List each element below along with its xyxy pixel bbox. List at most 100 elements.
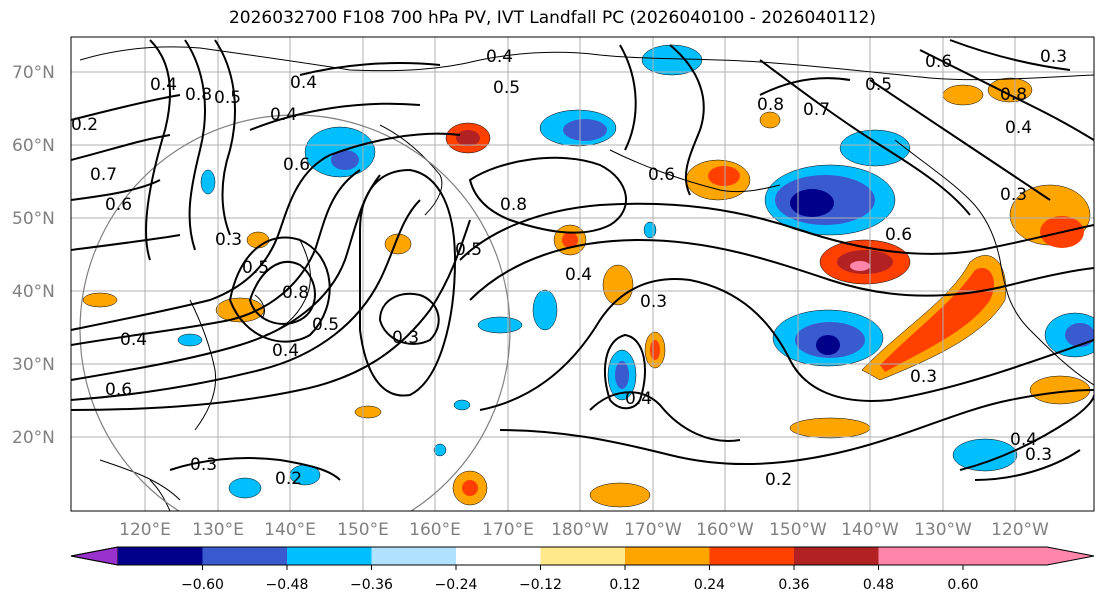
contour-label: 0.6	[648, 165, 675, 185]
colorbar-segment	[540, 547, 625, 565]
lon-label: 130°E	[192, 520, 244, 540]
contour-label: 0.6	[885, 225, 912, 245]
positive-shade	[942, 84, 984, 106]
negative-shade	[839, 129, 911, 167]
positive-shade	[462, 480, 478, 496]
contour-label: 0.4	[120, 330, 147, 350]
contour-label: 0.4	[1005, 118, 1032, 138]
negative-shade	[563, 119, 607, 141]
positive-shade	[850, 261, 870, 271]
colorbar-tick-label: 0.48	[863, 577, 894, 593]
colorbar-segment	[118, 547, 203, 565]
pv-contours	[71, 39, 1094, 481]
colorbar-tick-label: −0.12	[519, 577, 562, 593]
contour-label: 0.5	[214, 88, 241, 108]
negative-shade	[453, 399, 471, 411]
contour-label: 0.5	[493, 78, 520, 98]
contour-label: 0.8	[185, 85, 212, 105]
contour-label: 0.4	[270, 105, 297, 125]
contour-label: 0.3	[215, 230, 242, 250]
negative-shade	[952, 438, 1018, 472]
contour-label: 0.3	[1000, 185, 1027, 205]
contour-label: 0.7	[90, 165, 117, 185]
contour-label: 0.5	[312, 315, 339, 335]
negative-shade	[433, 443, 447, 457]
colorbar-tick-label: 0.12	[609, 577, 640, 593]
colorbar-segment	[625, 547, 710, 565]
contour-label: 0.5	[242, 258, 269, 278]
coastlines	[79, 46, 1094, 511]
lat-label-70n: 70°N	[12, 63, 55, 83]
colorbar-tick-label: 0.60	[947, 577, 978, 593]
positive-shade	[650, 340, 660, 360]
positive-shade	[602, 264, 634, 306]
negative-shade	[816, 335, 840, 355]
contour-label: 0.3	[1040, 47, 1067, 67]
colorbar-tick-label: −0.48	[266, 577, 309, 593]
contour-label: 0.4	[486, 47, 513, 67]
contour-label: 0.4	[1010, 430, 1037, 450]
lon-label: 120°W	[991, 520, 1049, 540]
latitude-axis: 70°N 60°N 50°N 40°N 30°N 20°N	[12, 63, 55, 448]
colorbar-high-extend	[878, 547, 1094, 565]
lon-label: 130°W	[914, 520, 972, 540]
contour-label: 0.6	[925, 52, 952, 72]
positive-shade	[589, 482, 651, 508]
negative-shade	[790, 189, 834, 217]
lon-label: 180°W	[551, 520, 609, 540]
contour-labels: 0.4 0.4 0.5 0.4 0.6 0.5 0.5 0.6 0.8 0.7 …	[71, 47, 1067, 490]
colorbar-segment	[456, 547, 541, 565]
contour-label: 0.2	[71, 115, 98, 135]
shaded-field-layer	[82, 44, 1094, 508]
contour-label: 0.5	[865, 75, 892, 95]
positive-shade	[354, 405, 382, 419]
contour-label: 0.2	[765, 470, 792, 490]
colorbar-tick-labels: −0.60 −0.48 −0.36 −0.24 −0.12 0.12 0.24 …	[181, 577, 979, 593]
contour-label: 0.8	[500, 195, 527, 215]
negative-shade	[643, 221, 657, 239]
colorbar-tick-label: −0.24	[435, 577, 478, 593]
colorbar-segment	[287, 547, 372, 565]
positive-shade	[456, 130, 480, 146]
colorbar-tick-label: 0.36	[778, 577, 809, 593]
colorbar-tick-label: 0.24	[694, 577, 725, 593]
positive-shade	[562, 232, 578, 248]
colorbar-tick-label: −0.36	[350, 577, 393, 593]
contour-label: 0.6	[105, 380, 132, 400]
contour-label: 0.4	[290, 73, 317, 93]
colorbar-segment	[794, 547, 879, 565]
positive-shade	[82, 292, 118, 308]
lon-label: 170°W	[624, 520, 682, 540]
negative-shade	[228, 477, 262, 499]
contour-label: 0.2	[275, 469, 302, 489]
colorbar: −0.60 −0.48 −0.36 −0.24 −0.12 0.12 0.24 …	[70, 546, 1095, 593]
contour-label: 0.4	[625, 389, 652, 409]
lon-label: 150°W	[769, 520, 827, 540]
negative-shade	[200, 169, 216, 195]
negative-shade	[1065, 323, 1094, 347]
colorbar-segment	[709, 547, 794, 565]
colorbar-ticks	[202, 565, 964, 570]
lon-label: 170°E	[482, 520, 534, 540]
positive-shade	[384, 233, 412, 255]
graticule	[71, 37, 1094, 511]
lon-label: 160°W	[696, 520, 754, 540]
negative-shade	[532, 289, 558, 331]
contour-label: 0.4	[150, 75, 177, 95]
contour-label: 0.3	[640, 292, 667, 312]
positive-shade	[987, 77, 1033, 103]
lat-label-40n: 40°N	[12, 282, 55, 302]
contour-label: 0.3	[1025, 445, 1052, 465]
contour-label: 0.7	[803, 100, 830, 120]
lon-label: 120°E	[119, 520, 171, 540]
negative-shade	[331, 150, 359, 170]
colorbar-tick-label: −0.60	[181, 577, 224, 593]
contour-label: 0.8	[282, 283, 309, 303]
lat-label-30n: 30°N	[12, 355, 55, 375]
lon-label: 160°E	[409, 520, 461, 540]
lon-label: 150°E	[337, 520, 389, 540]
negative-shade	[477, 316, 523, 334]
positive-shade	[708, 166, 740, 186]
contour-label: 0.8	[757, 95, 784, 115]
